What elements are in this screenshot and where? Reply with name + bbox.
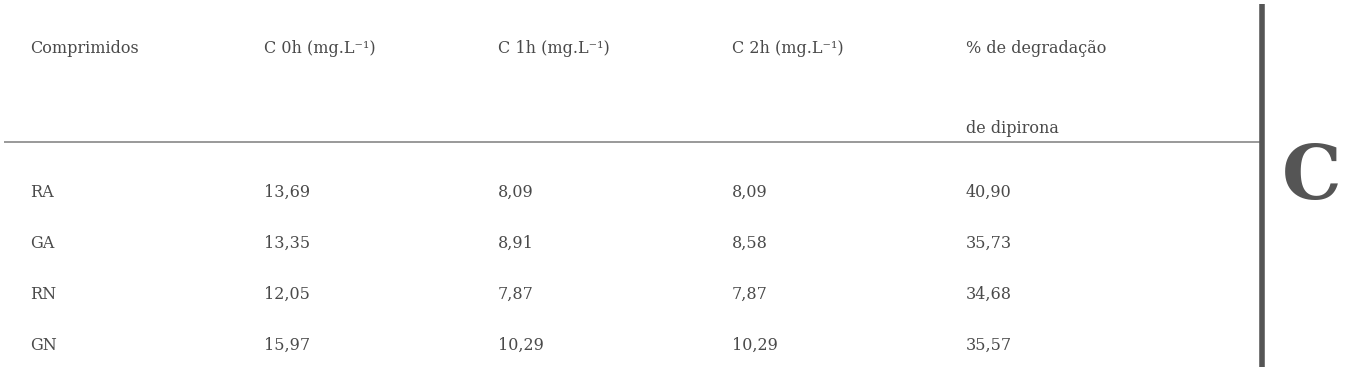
Text: 8,09: 8,09 xyxy=(732,184,768,201)
Text: 7,87: 7,87 xyxy=(498,286,535,303)
Text: 13,35: 13,35 xyxy=(265,235,310,252)
Text: 8,58: 8,58 xyxy=(732,235,768,252)
Text: 8,09: 8,09 xyxy=(498,184,533,201)
Text: C: C xyxy=(1282,142,1342,215)
Text: RN: RN xyxy=(30,286,57,303)
Text: Comprimidos: Comprimidos xyxy=(30,40,139,58)
Text: GN: GN xyxy=(30,336,57,354)
Text: 10,29: 10,29 xyxy=(732,336,778,354)
Text: 13,69: 13,69 xyxy=(265,184,310,201)
Text: 40,90: 40,90 xyxy=(967,184,1011,201)
Text: 7,87: 7,87 xyxy=(732,286,768,303)
Text: RA: RA xyxy=(30,184,54,201)
Text: C 2h (mg.L⁻¹): C 2h (mg.L⁻¹) xyxy=(732,40,844,58)
Text: % de degradação: % de degradação xyxy=(967,40,1107,58)
Text: GA: GA xyxy=(30,235,54,252)
Text: 12,05: 12,05 xyxy=(265,286,310,303)
Text: 34,68: 34,68 xyxy=(967,286,1012,303)
Text: de dipirona: de dipirona xyxy=(967,120,1058,137)
Text: C 1h (mg.L⁻¹): C 1h (mg.L⁻¹) xyxy=(498,40,610,58)
Text: 8,91: 8,91 xyxy=(498,235,535,252)
Text: C 0h (mg.L⁻¹): C 0h (mg.L⁻¹) xyxy=(265,40,375,58)
Text: 15,97: 15,97 xyxy=(265,336,310,354)
Text: 10,29: 10,29 xyxy=(498,336,544,354)
Text: 35,73: 35,73 xyxy=(967,235,1012,252)
Text: 35,57: 35,57 xyxy=(967,336,1012,354)
